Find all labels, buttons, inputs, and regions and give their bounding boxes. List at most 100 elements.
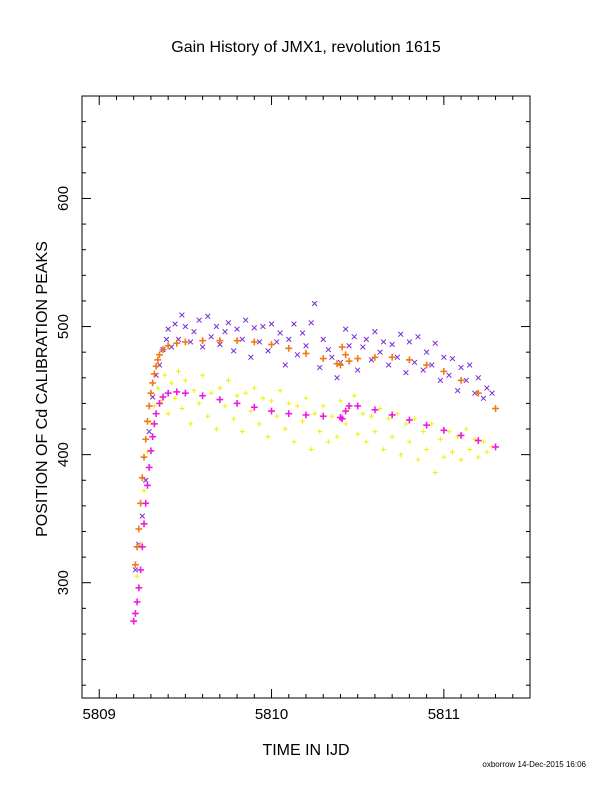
data-point [196,401,202,406]
y-axis-label: POSITION OF Cd CALIBRATION PEAKS [34,241,51,537]
data-point [188,421,193,427]
data-point [342,326,349,332]
data-point [338,415,346,423]
data-point [458,364,464,371]
data-point [250,403,258,411]
data-point [155,385,161,391]
x-tick-label: 5811 [428,706,460,723]
data-point [345,402,353,410]
data-point [268,407,275,415]
data-point [142,499,150,507]
data-point [343,421,349,427]
data-point [294,403,300,409]
data-point [285,344,293,352]
data-point [199,392,207,400]
data-point [388,411,396,419]
series-2 [132,337,499,569]
data-point [225,319,232,326]
data-point [135,584,143,592]
data-point [398,452,404,458]
data-point [147,447,155,455]
data-point [438,436,443,442]
data-point [432,470,438,475]
data-point [179,312,185,318]
data-point [351,334,357,340]
data-point [338,398,343,404]
data-point [208,334,214,340]
data-point [299,330,306,336]
data-point [360,411,366,417]
data-point [156,400,163,407]
data-point [145,464,153,471]
x-tick-label: 5810 [255,706,288,723]
data-point [159,393,167,401]
data-point [484,449,490,455]
data-point [441,354,447,361]
data-point [149,379,157,387]
data-point [317,364,323,371]
data-point [239,429,245,434]
series-3 [130,388,499,625]
data-point [148,420,154,426]
x-tick-label: 5809 [83,706,116,723]
series-1 [134,368,495,579]
data-point [179,406,185,411]
data-point [369,413,374,419]
data-point [144,481,151,489]
data-point [265,348,271,354]
data-point [311,300,318,307]
credit-text: oxborrow 14-Dec-2015 16:06 [482,760,586,769]
data-point [302,350,310,357]
data-point [429,362,435,368]
data-point [173,339,181,347]
data-point [191,388,197,393]
data-point [457,376,465,384]
data-point [354,402,362,410]
data-point [475,454,481,460]
data-point [338,343,346,351]
data-point [326,439,331,445]
data-point [389,434,395,440]
data-point [239,336,245,343]
data-point [163,336,170,343]
data-point [260,395,266,401]
data-point [394,354,401,361]
data-point [242,317,249,323]
data-point [205,413,211,419]
y-tick-label: 300 [55,570,72,595]
data-point [454,387,461,394]
data-point [474,437,482,444]
data-point [162,372,168,378]
x-axis-label: TIME IN IJD [262,742,349,759]
data-point [385,362,392,368]
data-point [173,388,181,396]
data-point [372,328,378,335]
data-point [145,402,153,410]
data-point [132,567,139,573]
data-point [251,385,257,391]
data-point [165,411,171,417]
data-point [137,566,144,574]
data-point [377,406,383,411]
data-point [345,357,353,365]
data-point [466,362,473,368]
y-tick-label: 600 [55,186,72,211]
data-point [381,447,386,452]
data-point [196,317,202,323]
data-point [150,370,158,378]
data-point [187,339,194,345]
data-point [342,351,350,359]
data-point [214,426,219,432]
data-point [216,396,224,403]
data-point [325,346,332,353]
data-point [142,435,150,443]
data-point [492,405,499,412]
data-point [450,449,455,455]
data-point [329,354,335,361]
data-point [265,434,271,440]
data-point [226,377,231,383]
data-point [303,343,309,349]
data-point [141,488,147,493]
data-point [251,325,258,331]
